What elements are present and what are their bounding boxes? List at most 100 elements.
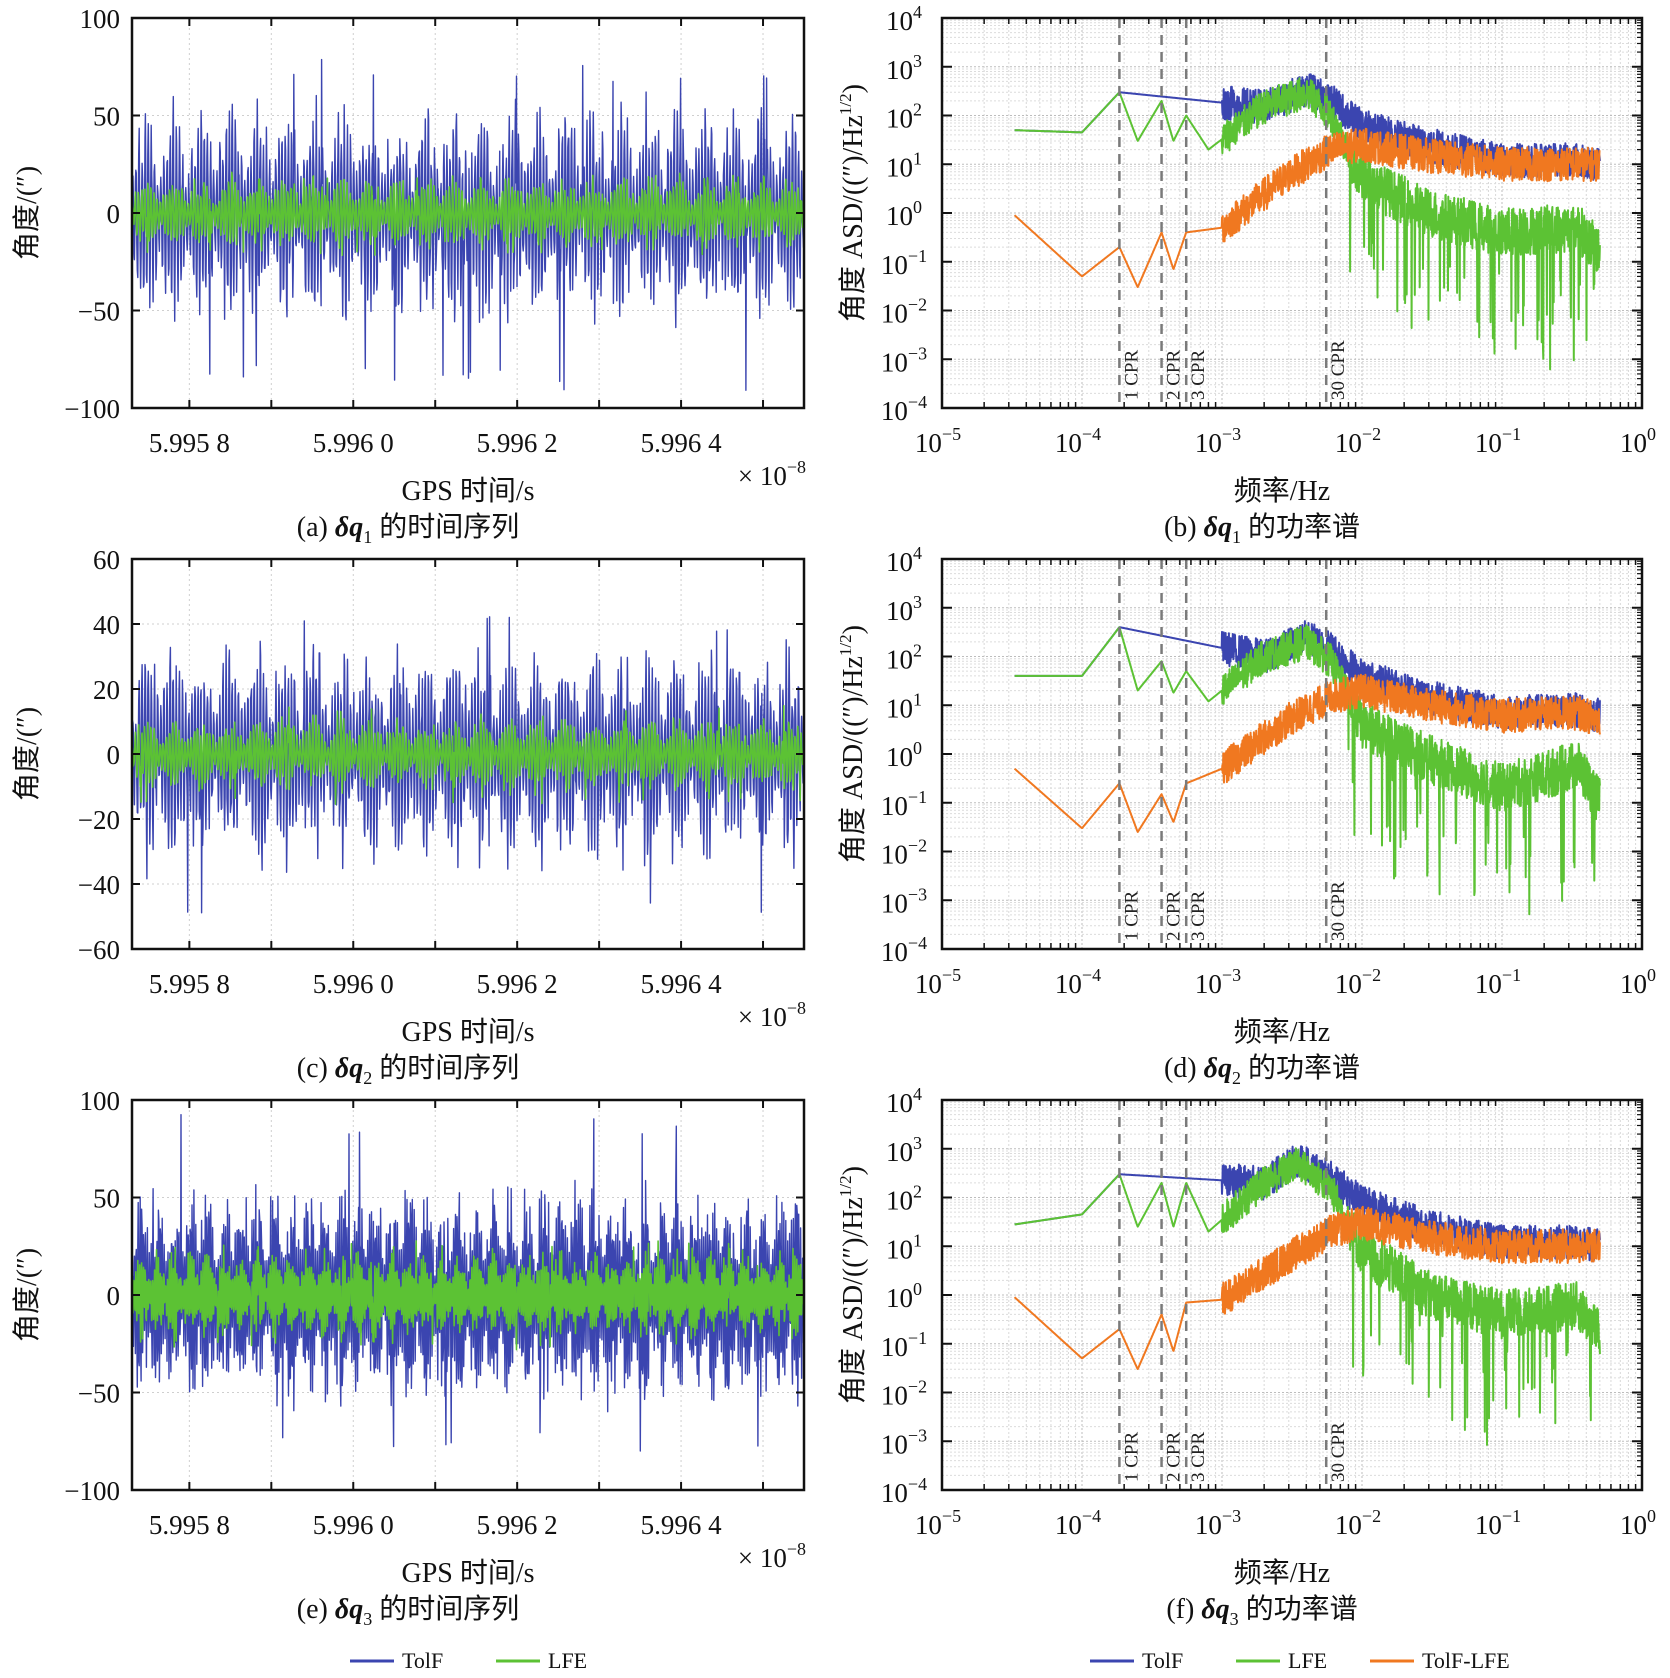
x-tick-label: 5.996 4 [641,1510,723,1540]
y-tick-label: 10−1 [881,1328,927,1362]
tick-exponent: −1 [908,1328,927,1348]
series-line-tolf-lfe [1013,127,1601,288]
tick-base: 10 [1055,428,1082,458]
multiplier-base: × 10 [738,1543,787,1573]
tick-base: 10 [886,645,913,675]
y-tick-label: 104 [886,2,922,36]
series-line-lfe [131,171,805,256]
tick-base: 10 [886,1088,913,1118]
cpr-marker-label: 2 CPR [1164,1432,1185,1482]
y-tick-label: 10−4 [881,933,927,967]
tick-exponent: −2 [908,1377,927,1397]
tick-exponent: −4 [908,1474,927,1494]
x-tick-label: 10−1 [1475,424,1521,458]
tick-base: 10 [881,937,908,967]
tick-base: 10 [1475,428,1502,458]
tick-exponent: −4 [908,933,927,953]
tick-exponent: −4 [1082,965,1101,985]
caption-subscript: 1 [1232,527,1241,547]
caption-subscript: 2 [363,1068,372,1088]
y-tick-label: 102 [886,100,922,134]
multiplier-exponent: −8 [787,1539,806,1559]
tick-exponent: 3 [913,51,922,71]
tick-base: 10 [881,299,908,329]
series-line-tolf-lfe [1013,1205,1601,1370]
caption-prefix: (e) [297,1594,335,1625]
caption-symbol: δq [335,1594,363,1625]
tick-base: 10 [881,1381,908,1411]
x-tick-label: 10−5 [915,965,961,999]
chart-caption: (d) δq2 的功率谱 [1164,1052,1360,1088]
caption-subscript: 2 [1232,1068,1241,1088]
x-tick-label: 100 [1620,424,1656,458]
caption-suffix: 的时间序列 [372,1052,519,1084]
series-line-lfe [131,704,805,805]
cpr-marker-label: 30 CPR [1328,1422,1349,1482]
x-tick-label: 10−1 [1475,1506,1521,1540]
tick-base: 10 [915,428,942,458]
y-tick-label: 102 [886,641,922,675]
x-axis-multiplier: × 10−8 [738,457,806,491]
tick-base: 10 [886,1137,913,1167]
y-tick-label: 0 [107,740,121,770]
y-tick-label: 10−3 [881,343,927,377]
x-tick-label: 5.996 4 [641,428,723,458]
tick-base: 10 [886,201,913,231]
time-series-chart-a: 5.995 8 5.996 0 5.996 2 5.996 4 −100 −50 0 50 10… [11,4,806,547]
x-tick-label: 5.996 0 [313,428,394,458]
tick-base: 10 [1475,1510,1502,1540]
caption-symbol: δq [1204,512,1232,543]
y-tick-label: 100 [886,197,922,231]
tick-exponent: 3 [913,1133,922,1153]
ylabel-close: ) [838,1166,869,1175]
tick-base: 10 [886,547,913,577]
caption-suffix: 的功率谱 [1241,511,1360,543]
series-line-lfe [1013,77,1601,371]
tick-exponent: 3 [913,592,922,612]
y-tick-label: 101 [886,1230,922,1264]
x-tick-label: 10−5 [915,1506,961,1540]
x-tick-label: 10−5 [915,424,961,458]
series-line-lfe [1013,1147,1601,1446]
legend-label: TolF-LFE [1422,1648,1510,1673]
y-tick-label: 10−2 [881,1377,927,1411]
caption-symbol: δq [335,1053,363,1084]
cpr-marker-label: 3 CPR [1188,891,1209,941]
caption-symbol: δq [1201,1594,1229,1625]
y-axis-label: 角度/(″) [11,166,43,260]
x-tick-label: 10−3 [1195,1506,1241,1540]
tick-base: 10 [881,840,908,870]
tick-base: 10 [881,396,908,426]
tick-base: 10 [886,693,913,723]
caption-subscript: 3 [1230,1609,1239,1629]
series-line-lfe [1013,624,1601,916]
y-axis-label: 角度/(″) [11,707,43,801]
y-tick-label: 10−1 [881,246,927,280]
tick-exponent: −2 [1362,965,1381,985]
tick-base: 10 [886,1186,913,1216]
x-tick-label: 10−2 [1335,965,1381,999]
tick-exponent: −1 [908,787,927,807]
tick-base: 10 [886,742,913,772]
x-tick-label: 10−2 [1335,1506,1381,1540]
tick-exponent: 0 [913,738,922,758]
tick-base: 10 [1620,1510,1647,1540]
tick-exponent: −3 [1222,424,1241,444]
tick-exponent: 1 [913,148,922,168]
tick-exponent: 0 [1647,1506,1656,1526]
x-axis-label: GPS 时间/s [401,1016,534,1048]
tick-base: 10 [1055,969,1082,999]
x-tick-label: 5.996 2 [477,1510,558,1540]
tick-exponent: 2 [913,100,922,120]
x-tick-label: 10−4 [1055,965,1101,999]
tick-exponent: −1 [908,246,927,266]
y-tick-label: 100 [886,1279,922,1313]
caption-prefix: (c) [297,1053,335,1084]
tick-base: 10 [1335,428,1362,458]
x-tick-label: 5.996 0 [313,1510,394,1540]
caption-subscript: 1 [363,527,372,547]
caption-prefix: (f) [1166,1594,1201,1625]
chart-caption: (f) δq3 的功率谱 [1166,1593,1357,1629]
ylabel-exponent: 1/2 [836,1175,855,1197]
